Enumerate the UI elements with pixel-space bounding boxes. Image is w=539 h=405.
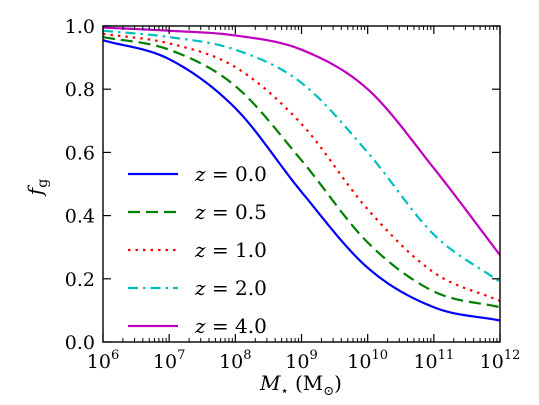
x-tick-label: 106 <box>87 348 119 373</box>
y-tick-label: 0.8 <box>65 79 95 101</box>
x-tick-label: 1012 <box>480 348 521 373</box>
series-line-1 <box>102 35 501 309</box>
y-tick-label: 0.2 <box>65 269 95 291</box>
legend-label-3: z = 2.0 <box>194 276 267 300</box>
x-tick-label: 109 <box>285 348 317 373</box>
series-line-4 <box>102 26 501 256</box>
legend-label-1: z = 0.5 <box>194 200 267 224</box>
series-line-3 <box>102 29 501 283</box>
x-tick-label: 1011 <box>413 348 454 373</box>
x-axis-label: M⋆ (M⊙) <box>259 371 342 399</box>
x-tick-label: 108 <box>219 348 251 373</box>
legend: z = 0.0 z = 0.5 z = 1.0 z = 2.0 z = 4.0 <box>128 162 267 338</box>
y-tick-label: 0.6 <box>65 142 95 164</box>
y-tick-label: 0.0 <box>65 332 95 354</box>
series-line-0 <box>102 39 501 322</box>
axis-ticks: 106 107 108 109 1010 1011 1012 0.0 0.2 0.4 0.6 0.8 1… <box>65 16 521 373</box>
y-axis-label: fg <box>23 179 51 197</box>
legend-label-4: z = 4.0 <box>194 314 267 338</box>
x-tick-label: 107 <box>153 348 185 373</box>
x-tick-label: 1010 <box>347 348 388 373</box>
legend-label-2: z = 1.0 <box>194 238 267 262</box>
legend-label-0: z = 0.0 <box>194 162 267 186</box>
series-line-2 <box>102 32 501 302</box>
y-tick-label: 0.4 <box>65 206 95 228</box>
y-tick-label: 1.0 <box>65 16 95 38</box>
